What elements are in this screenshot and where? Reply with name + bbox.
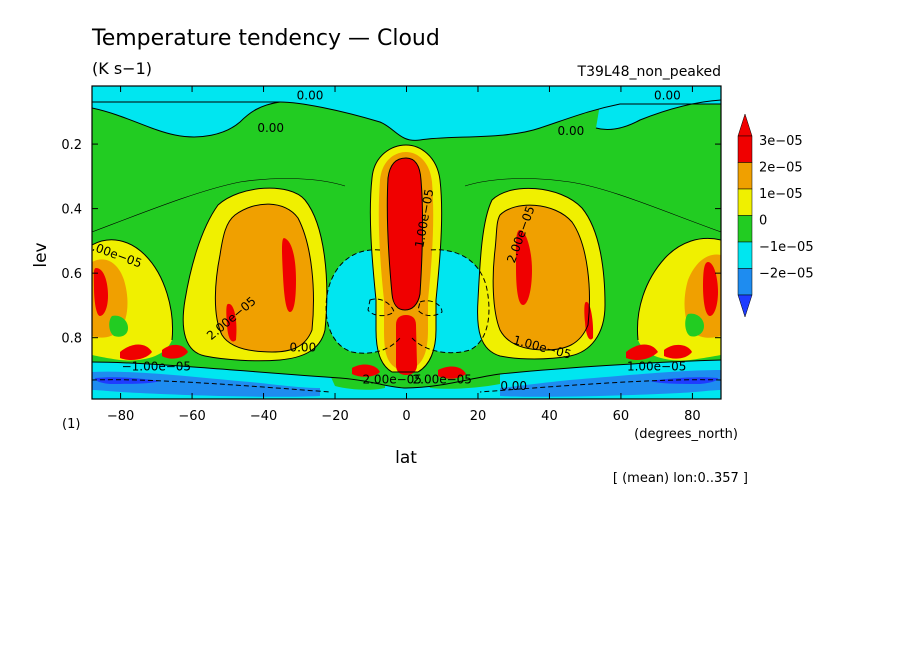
region-red-left: [282, 238, 296, 312]
region-green-far-left: [109, 315, 128, 337]
region-red-low-5: [438, 366, 466, 379]
colorbar-swatch: [737, 241, 753, 269]
region-red-tower-upper: [387, 158, 423, 310]
y-axis-units: (1): [62, 417, 80, 432]
y-tick-label: 0.2: [61, 138, 82, 153]
x-tick-label: −20: [321, 409, 348, 424]
x-tick-label: 0: [402, 409, 410, 424]
plot-area: 0.00 0.00 0.00 0.00 1.00e−05 2.00e−052.00e−05…: [92, 86, 721, 399]
contour-label: 2.00e−05: [413, 373, 472, 387]
y-tick-label: 0.8: [61, 332, 82, 347]
colorbar-label: 2e−05: [759, 161, 803, 176]
colorbar-label: 0: [759, 214, 767, 229]
x-tick-label: 80: [684, 409, 701, 424]
y-tick-label: 0.6: [61, 267, 82, 282]
colorbar-swatch: [737, 215, 753, 243]
region-blue-low-right: [500, 370, 721, 397]
region-red-low-8: [664, 344, 692, 359]
colorbar: 3e−05 2e−05 1e−05 0 −1e−05 −2e−05: [737, 113, 814, 318]
units-label: (K s−1): [92, 59, 152, 78]
region-deep-blue-left: [95, 377, 160, 384]
region-red-low-4: [352, 364, 380, 377]
region-green-far-right: [685, 313, 704, 337]
y-axis-label: lev: [31, 242, 51, 267]
x-axis-units: (degrees_north): [634, 427, 738, 442]
region-blue-low-left: [92, 371, 320, 397]
region-red-tower-lower: [396, 315, 417, 375]
colorbar-swatch: [737, 268, 753, 296]
contour-label: −1.00e−05: [122, 360, 191, 374]
averaging-note: [ (mean) lon:0..357 ]: [613, 471, 748, 486]
colorbar-label: 1e−05: [759, 187, 803, 202]
contour-label: 0.00: [257, 121, 284, 135]
contour-label: 2.00e−05: [362, 373, 421, 387]
colorbar-cap-top: [737, 113, 753, 137]
contour-label: 0.00: [654, 89, 681, 103]
region-red-low-1: [120, 344, 152, 360]
y-tick-label: 0.4: [61, 203, 82, 218]
chart-title: Temperature tendency — Cloud: [91, 26, 440, 51]
contour-label: 1.00e−05: [627, 360, 686, 374]
x-tick-label: 20: [470, 409, 487, 424]
contour-label: 0.00: [500, 379, 527, 393]
region-negative-top: [92, 86, 721, 141]
region-orange-left: [215, 204, 314, 352]
colorbar-label: −1e−05: [759, 240, 814, 255]
region-red-right: [515, 230, 532, 305]
run-name: T39L48_non_peaked: [577, 64, 721, 80]
region-negative-top-right: [596, 100, 721, 130]
x-tick-label: −40: [250, 409, 277, 424]
colorbar-label: −2e−05: [759, 267, 814, 282]
contour-lines: [92, 99, 721, 393]
region-red-far-right: [703, 262, 718, 316]
contour-label: 0.00: [289, 340, 316, 354]
contour-label: 0.00: [297, 89, 324, 103]
x-axis: −80 −60 −40 −20 0 20 40 60 80: [107, 86, 701, 424]
region-deep-blue-right: [650, 377, 718, 384]
region-red-far-left: [93, 268, 108, 316]
colorbar-swatch: [737, 188, 753, 216]
colorbar-swatch: [737, 162, 753, 190]
region-red-low-7: [626, 344, 658, 360]
x-tick-label: 60: [613, 409, 630, 424]
colorbar-cap-bottom: [737, 294, 753, 318]
colorbar-swatch: [737, 135, 753, 163]
colorbar-label: 3e−05: [759, 134, 803, 149]
region-red-low-2: [162, 344, 188, 359]
x-tick-label: −60: [178, 409, 205, 424]
x-tick-label: 40: [541, 409, 558, 424]
x-tick-label: −80: [107, 409, 134, 424]
y-axis: 0.2 0.4 0.6 0.8: [61, 138, 721, 347]
x-axis-label: lat: [395, 448, 417, 468]
region-negative-top-left: [92, 102, 280, 137]
contour-label: 0.00: [558, 124, 585, 138]
region-red-low-3: [226, 303, 237, 342]
